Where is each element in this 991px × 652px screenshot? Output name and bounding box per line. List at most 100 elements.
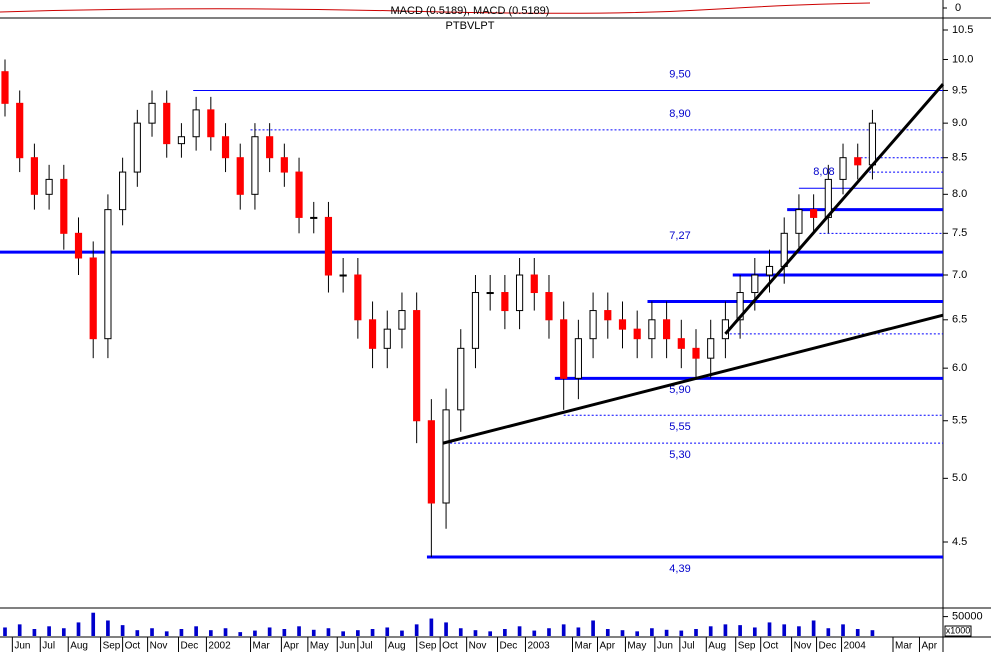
x-tick-label: 2004 <box>844 641 867 652</box>
volume-bar <box>605 629 610 636</box>
candle-body <box>398 310 406 330</box>
volume-bar <box>723 624 728 636</box>
volume-bar <box>164 631 169 636</box>
candle-body <box>368 319 377 349</box>
candle-body <box>266 136 274 159</box>
volume-bar <box>620 630 625 636</box>
x-tick-label: Dec <box>500 641 518 652</box>
candle-body <box>163 102 171 145</box>
macd-line <box>0 2 871 14</box>
volume-bar <box>150 628 154 636</box>
volume-bar <box>826 628 831 636</box>
y-tick-label: 9.0 <box>952 117 967 129</box>
y-tick-label: 8.0 <box>952 188 967 200</box>
candle-body <box>633 328 641 340</box>
x-tick-label: Oct <box>125 641 141 652</box>
volume-bar <box>797 626 801 636</box>
x-tick-label: Aug <box>70 641 88 652</box>
candle-body <box>251 136 259 195</box>
y-tick-label: 7.0 <box>952 269 967 281</box>
y-tick-label: 6.5 <box>952 314 967 326</box>
x-tick-label: Nov <box>469 641 487 652</box>
volume-bar <box>841 624 845 636</box>
candle-body <box>457 347 465 411</box>
volume-bar <box>782 624 787 636</box>
volume-bar <box>752 627 757 636</box>
x-tick-label: May <box>627 641 646 652</box>
volume-bar <box>120 625 125 636</box>
volume-bar <box>488 631 493 636</box>
candle-body <box>648 319 656 340</box>
candle-body <box>692 347 700 359</box>
volume-bar <box>238 632 243 636</box>
volume-bar <box>444 622 448 636</box>
candle-body <box>839 157 847 180</box>
x-tick-label: Apr <box>921 641 937 652</box>
volume-bar <box>414 624 419 636</box>
volume-bar <box>267 627 272 636</box>
volume-bar <box>61 628 66 636</box>
candle-body <box>707 338 715 359</box>
volume-bar <box>855 629 860 636</box>
candle-body <box>545 292 553 321</box>
candle-body <box>324 216 333 276</box>
volume-tick-label: 50000 <box>952 611 983 623</box>
x-tick-label: Aug <box>708 641 726 652</box>
x-tick-label: Oct <box>763 641 779 652</box>
volume-bar <box>47 626 51 636</box>
candle-body <box>1 71 9 104</box>
x-tick-label: Dec <box>180 641 198 652</box>
level-label: 5,90 <box>669 384 690 396</box>
candle-body <box>354 274 362 321</box>
candle-body <box>104 209 112 340</box>
candle-body <box>236 157 244 195</box>
volume-bar <box>576 627 581 636</box>
candle-body <box>751 274 759 294</box>
volume-bar <box>194 626 198 636</box>
candle-body <box>221 136 230 159</box>
volume-bar <box>635 631 640 636</box>
x-tick-label: Sep <box>738 641 756 652</box>
candle-body <box>89 257 97 340</box>
x-tick-label: Sep <box>103 641 121 652</box>
volume-bar <box>106 620 110 636</box>
candle-body <box>486 292 494 295</box>
candle-body <box>765 265 774 276</box>
candle-body <box>413 310 421 422</box>
level-label: 8,08 <box>813 166 834 178</box>
candle-body <box>515 274 524 312</box>
y-tick-label: 10.5 <box>952 24 973 36</box>
volume-bar <box>458 628 463 636</box>
volume-bar <box>341 631 345 636</box>
level-label: 8,90 <box>669 108 690 120</box>
candle-body <box>310 216 318 219</box>
candle-body <box>177 136 186 145</box>
volume-bar <box>356 630 360 636</box>
volume-unit: x1000 <box>946 625 971 635</box>
candle-body <box>795 209 803 234</box>
volume-bar <box>91 612 96 636</box>
x-tick-label: May <box>310 641 329 652</box>
volume-bar <box>208 630 213 636</box>
candle-body <box>30 157 38 195</box>
volume-bar <box>767 622 772 636</box>
volume-bar <box>694 629 698 636</box>
y-tick-label: 5.0 <box>952 472 967 484</box>
volume-bar <box>297 626 301 636</box>
candle-body <box>501 292 509 312</box>
x-tick-label: Jun <box>657 641 673 652</box>
x-tick-label: Jul <box>42 641 55 652</box>
volume-bar <box>870 630 875 636</box>
candle-body <box>74 232 83 259</box>
chart-title: PTBVLPT <box>446 20 495 32</box>
candle-body <box>60 178 68 234</box>
candle-body <box>780 232 788 267</box>
y-tick-label: 8.5 <box>952 152 967 164</box>
candle-body <box>295 171 303 218</box>
x-tick-label: 2002 <box>208 641 231 652</box>
candle-body <box>677 338 685 349</box>
y-tick-label: 10.0 <box>952 53 973 65</box>
level-label: 5,30 <box>669 449 690 461</box>
volume-bar <box>738 625 742 636</box>
